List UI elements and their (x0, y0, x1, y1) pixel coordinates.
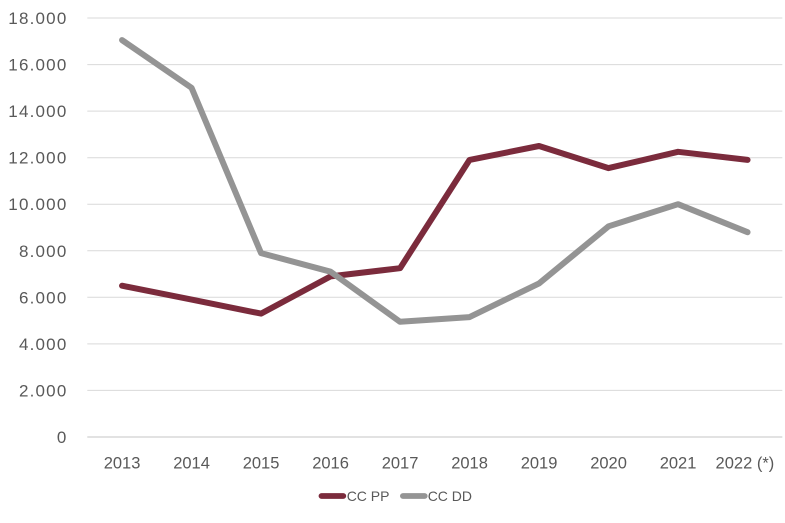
svg-text:2020: 2020 (590, 455, 627, 473)
svg-text:2014: 2014 (173, 455, 210, 473)
svg-text:2015: 2015 (243, 455, 280, 473)
svg-text:18.000: 18.000 (8, 9, 67, 28)
svg-text:4.000: 4.000 (19, 335, 68, 354)
svg-text:8.000: 8.000 (19, 242, 68, 261)
svg-text:2022 (*): 2022 (*) (716, 455, 775, 473)
svg-text:16.000: 16.000 (8, 56, 67, 75)
svg-text:14.000: 14.000 (8, 102, 67, 121)
svg-text:CC DD: CC DD (428, 488, 472, 504)
svg-text:2021: 2021 (660, 455, 697, 473)
svg-text:6.000: 6.000 (19, 288, 68, 307)
svg-text:2016: 2016 (312, 455, 349, 473)
svg-text:10.000: 10.000 (8, 195, 67, 214)
svg-text:2017: 2017 (382, 455, 419, 473)
svg-text:0: 0 (57, 428, 68, 447)
svg-text:CC PP: CC PP (347, 488, 390, 504)
svg-text:2013: 2013 (104, 455, 141, 473)
svg-text:2.000: 2.000 (19, 381, 68, 400)
svg-text:12.000: 12.000 (8, 149, 67, 168)
svg-text:2018: 2018 (451, 455, 488, 473)
svg-text:2019: 2019 (521, 455, 558, 473)
